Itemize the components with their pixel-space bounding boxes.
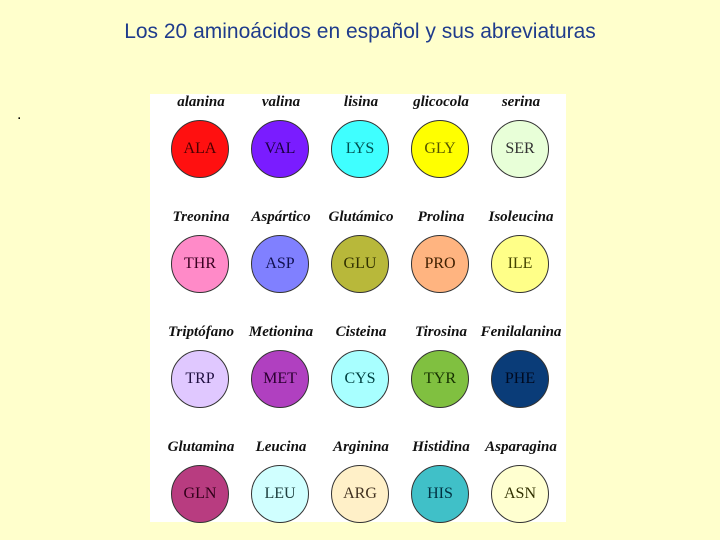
aminoacid-name: Triptófano	[167, 324, 235, 340]
aminoacid-circle: SER	[491, 120, 549, 178]
aminoacid-name: lisina	[343, 94, 379, 110]
aminoacid-name: serina	[501, 94, 541, 110]
aminoacid-circle: PRO	[411, 235, 469, 293]
aminoacid-circle: MET	[251, 350, 309, 408]
aminoacid-circle: ASP	[251, 235, 309, 293]
aminoacid-name: Isoleucina	[488, 209, 554, 225]
aminoacid-circle: CYS	[331, 350, 389, 408]
aminoacid-name: alanina	[177, 94, 225, 110]
aminoacid-circle: TRP	[171, 350, 229, 408]
aminoacid-name: Tirosina	[415, 324, 467, 340]
aminoacid-grid: alanina ALA valina VAL lisina LYS glicocola GLY…	[150, 94, 566, 523]
aminoacid-circle: HIS	[411, 465, 469, 523]
aminoacid-circle: THR	[171, 235, 229, 293]
aminoacid-name: Histidina	[412, 439, 470, 455]
aminoacid-name: glicocola	[413, 94, 469, 110]
aminoacid-name: Leucina	[255, 439, 307, 455]
aminoacid-name: Arginina	[333, 439, 389, 455]
aminoacid-name: Metionina	[248, 324, 314, 340]
aminoacid-circle: ARG	[331, 465, 389, 523]
aminoacid-circle: ASN	[491, 465, 549, 523]
aminoacid-circle: ILE	[491, 235, 549, 293]
aminoacid-name: Cisteina	[335, 324, 387, 340]
aminoacid-name: Fenilalanina	[480, 324, 562, 340]
aminoacid-circle: LYS	[331, 120, 389, 178]
aminoacid-name: Glutámico	[328, 209, 394, 225]
aminoacid-name: Treonina	[172, 209, 230, 225]
aminoacid-name: Asparagina	[485, 439, 557, 455]
bullet-point: .	[17, 106, 22, 123]
aminoacid-circle: TYR	[411, 350, 469, 408]
aminoacid-circle: VAL	[251, 120, 309, 178]
aminoacid-circle: GLN	[171, 465, 229, 523]
aminoacid-circle: GLU	[331, 235, 389, 293]
aminoacid-name: Prolina	[417, 209, 465, 225]
aminoacid-circle: ALA	[171, 120, 229, 178]
aminoacid-name: Aspártico	[251, 209, 311, 225]
slide-title: Los 20 aminoácidos en español y sus abre…	[124, 20, 596, 43]
aminoacid-circle: GLY	[411, 120, 469, 178]
aminoacid-name: Glutamina	[167, 439, 235, 455]
aminoacid-name: valina	[261, 94, 301, 110]
aminoacid-circle: PHE	[491, 350, 549, 408]
aminoacid-circle: LEU	[251, 465, 309, 523]
